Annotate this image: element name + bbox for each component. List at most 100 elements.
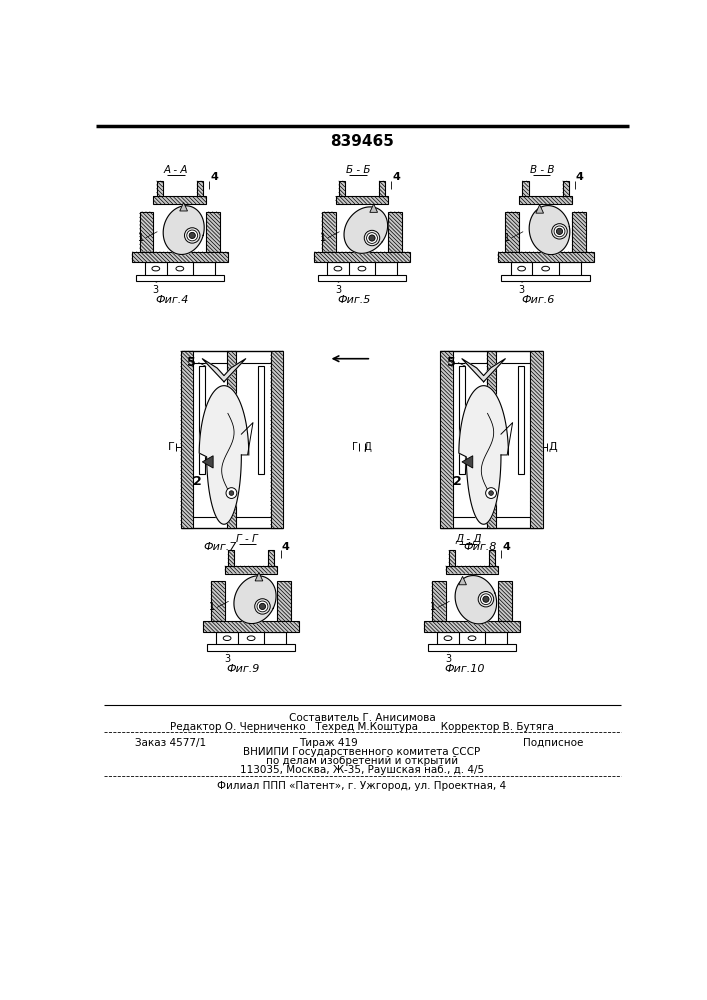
Circle shape <box>486 488 496 498</box>
Text: Д: Д <box>549 442 557 452</box>
Polygon shape <box>202 456 213 468</box>
Bar <box>203 621 299 632</box>
Polygon shape <box>234 576 276 624</box>
Bar <box>501 275 590 281</box>
Polygon shape <box>199 386 249 524</box>
Bar <box>322 212 336 252</box>
Polygon shape <box>459 576 467 585</box>
Text: Фиг.6: Фиг.6 <box>521 295 554 305</box>
Circle shape <box>189 232 195 239</box>
Text: 4: 4 <box>281 542 289 552</box>
Circle shape <box>259 603 266 610</box>
Circle shape <box>255 599 270 614</box>
Bar <box>445 566 498 574</box>
Text: Фиг.4: Фиг.4 <box>156 295 189 305</box>
Text: 3: 3 <box>518 285 525 295</box>
Bar <box>156 181 163 196</box>
Ellipse shape <box>176 266 184 271</box>
Ellipse shape <box>468 636 476 641</box>
Polygon shape <box>255 572 263 581</box>
Text: 1: 1 <box>320 233 326 243</box>
Bar <box>506 212 519 252</box>
Text: Подписное: Подписное <box>523 738 583 748</box>
Bar <box>228 550 234 566</box>
Bar <box>519 196 572 204</box>
Text: А - А: А - А <box>164 165 188 175</box>
Text: Фиг.5: Фиг.5 <box>337 295 371 305</box>
Ellipse shape <box>152 266 160 271</box>
Ellipse shape <box>444 636 452 641</box>
Text: Б - Б: Б - Б <box>346 165 370 175</box>
Text: Тираж 419: Тираж 419 <box>299 738 358 748</box>
Text: Фиг.8: Фиг.8 <box>463 542 496 552</box>
Bar <box>498 252 594 262</box>
Bar <box>153 196 206 204</box>
Polygon shape <box>370 204 378 212</box>
Circle shape <box>483 596 489 602</box>
Polygon shape <box>180 203 187 211</box>
Bar <box>180 351 193 528</box>
Circle shape <box>185 228 200 243</box>
Text: 4: 4 <box>502 542 510 552</box>
Polygon shape <box>455 576 496 624</box>
Text: 2: 2 <box>453 475 462 488</box>
Ellipse shape <box>518 266 525 271</box>
Circle shape <box>257 601 268 612</box>
Bar <box>277 581 291 621</box>
Bar <box>518 366 524 474</box>
Text: Заказ 4577/1: Заказ 4577/1 <box>135 738 206 748</box>
Text: 1: 1 <box>138 233 144 243</box>
Text: 5: 5 <box>187 356 196 369</box>
Bar <box>449 550 455 566</box>
Circle shape <box>556 228 563 234</box>
Text: Фиг.7: Фиг.7 <box>204 542 237 552</box>
Polygon shape <box>163 206 204 254</box>
Bar <box>199 366 206 474</box>
Bar <box>388 212 402 252</box>
Text: 3: 3 <box>445 654 451 664</box>
Bar <box>428 644 516 651</box>
Text: 3: 3 <box>224 654 230 664</box>
Bar <box>207 644 296 651</box>
Bar <box>379 181 385 196</box>
Bar <box>440 351 452 528</box>
Circle shape <box>478 592 493 607</box>
Text: ВНИИПИ Государственного комитета СССР: ВНИИПИ Государственного комитета СССР <box>243 747 481 757</box>
Text: Г  Д: Г Д <box>352 442 372 452</box>
Text: 1: 1 <box>209 602 216 612</box>
Circle shape <box>226 488 237 498</box>
Bar <box>271 351 283 528</box>
Bar <box>206 212 220 252</box>
Text: 3: 3 <box>335 285 341 295</box>
Bar <box>489 550 495 566</box>
Text: Фиг.10: Фиг.10 <box>444 664 484 674</box>
Bar <box>563 181 569 196</box>
Bar <box>498 581 513 621</box>
Bar <box>211 581 225 621</box>
Bar <box>317 275 406 281</box>
Text: 839465: 839465 <box>330 134 394 149</box>
Text: Д - Д: Д - Д <box>455 534 481 544</box>
Text: Составитель Г. Анисимова: Составитель Г. Анисимова <box>288 713 436 723</box>
Text: Филиал ППП «Патент», г. Ужгород, ул. Проектная, 4: Филиал ППП «Патент», г. Ужгород, ул. Про… <box>217 781 506 791</box>
Bar <box>268 550 274 566</box>
Circle shape <box>364 230 380 246</box>
Polygon shape <box>462 359 506 382</box>
Circle shape <box>229 491 234 495</box>
Text: 113035, Москва, Ж-35, Раушская наб., д. 4/5: 113035, Москва, Ж-35, Раушская наб., д. … <box>240 765 484 775</box>
Bar <box>132 252 228 262</box>
Text: 4: 4 <box>575 172 584 182</box>
Polygon shape <box>202 359 246 382</box>
Circle shape <box>187 230 198 241</box>
Text: Г - Г: Г - Г <box>236 534 258 544</box>
Text: 1: 1 <box>504 233 510 243</box>
Text: Фиг.9: Фиг.9 <box>227 664 260 674</box>
Bar <box>424 621 520 632</box>
Bar <box>227 351 236 528</box>
Bar <box>197 181 203 196</box>
Circle shape <box>366 233 378 243</box>
Bar <box>225 566 277 574</box>
Polygon shape <box>462 456 473 468</box>
Polygon shape <box>344 207 387 253</box>
Circle shape <box>554 226 565 237</box>
